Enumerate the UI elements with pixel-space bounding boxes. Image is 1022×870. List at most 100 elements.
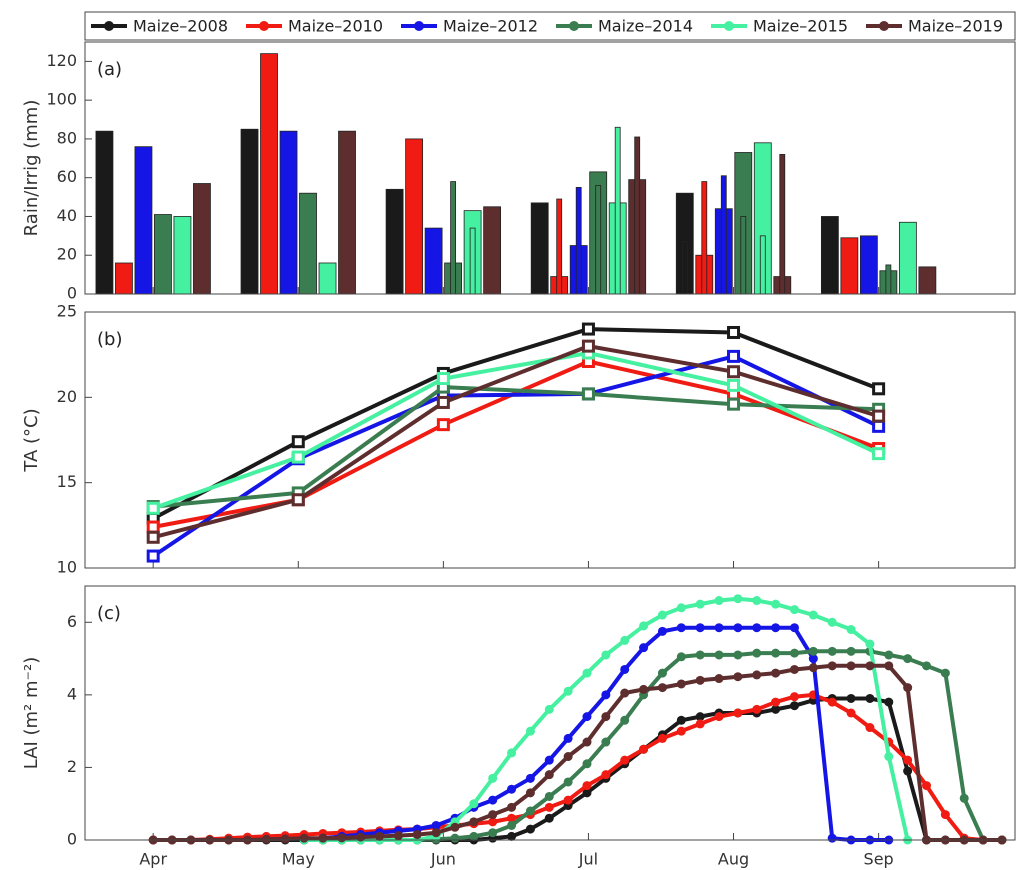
marker — [808, 663, 818, 673]
marker — [865, 723, 875, 733]
marker — [695, 712, 705, 722]
bar — [840, 237, 859, 295]
marker — [563, 795, 573, 805]
panel: 0 2 4 6 Apr May Jun Jul Aug Sep (c) LAI (m² m⁻²) — [21, 585, 1016, 869]
marker — [412, 830, 422, 840]
marker — [488, 773, 498, 783]
legend-marker — [569, 21, 579, 31]
series-line — [153, 696, 1002, 842]
y-tick-label: 80 — [57, 128, 77, 147]
marker — [280, 834, 290, 844]
marker — [771, 648, 781, 658]
marker — [146, 530, 160, 544]
marker — [657, 733, 667, 743]
marker — [827, 661, 837, 671]
series-line — [152, 351, 880, 511]
series-line — [153, 663, 1002, 842]
bar — [260, 53, 278, 295]
marker — [601, 712, 611, 722]
marker — [544, 704, 554, 714]
marker — [261, 834, 271, 844]
marker — [582, 737, 592, 747]
irrigation-bar — [779, 154, 786, 295]
marker — [827, 617, 837, 627]
marker — [921, 781, 931, 791]
legend-marker — [414, 21, 424, 31]
marker — [356, 832, 366, 842]
marker — [752, 648, 762, 658]
marker — [563, 686, 573, 696]
marker — [872, 382, 886, 396]
y-tick-label: 20 — [57, 245, 77, 264]
marker — [146, 520, 160, 534]
marker — [582, 668, 592, 678]
marker — [582, 781, 592, 791]
marker — [582, 788, 592, 798]
marker — [865, 639, 875, 649]
marker — [676, 652, 686, 662]
marker — [676, 679, 686, 689]
marker — [903, 766, 913, 776]
panel-label: (c) — [97, 603, 121, 624]
marker — [450, 833, 460, 843]
legend-marker — [259, 21, 269, 31]
plot-frame — [84, 585, 1016, 841]
marker — [582, 759, 592, 769]
marker — [639, 744, 649, 754]
bar — [115, 262, 133, 295]
marker — [733, 672, 743, 682]
bar — [279, 130, 298, 295]
y-tick-label: 2 — [67, 757, 77, 776]
marker — [657, 626, 667, 636]
marker — [488, 810, 498, 820]
marker — [872, 447, 886, 461]
marker — [488, 828, 498, 838]
marker — [771, 704, 781, 714]
marker — [544, 791, 554, 801]
marker — [676, 726, 686, 736]
marker — [488, 795, 498, 805]
marker — [714, 650, 724, 660]
y-tick-label: 20 — [57, 387, 77, 406]
marker — [846, 708, 856, 718]
marker — [431, 828, 441, 838]
marker — [393, 831, 403, 841]
marker — [733, 708, 743, 718]
y-axis-label: Rain/Irrig (mm) — [21, 100, 42, 237]
bar — [95, 130, 114, 295]
marker — [940, 810, 950, 820]
marker — [959, 793, 969, 803]
plot-frame — [84, 311, 1016, 569]
marker — [620, 755, 630, 765]
marker — [601, 737, 611, 747]
marker — [375, 831, 385, 841]
marker — [808, 610, 818, 620]
marker — [525, 788, 535, 798]
marker — [291, 435, 305, 449]
marker — [771, 599, 781, 609]
y-tick-label: 100 — [46, 90, 77, 109]
marker — [733, 650, 743, 660]
panel: 0 20 40 60 80 100 120 (a) Rain/Irrig (mm) — [21, 41, 1016, 303]
marker — [450, 822, 460, 832]
marker — [544, 813, 554, 823]
marker — [318, 833, 328, 843]
panel-label: (a) — [97, 59, 122, 80]
marker — [752, 704, 762, 714]
marker — [581, 387, 595, 401]
y-axis-label: TA (°C) — [21, 408, 42, 472]
y-tick-label: 120 — [46, 51, 77, 70]
marker — [146, 501, 160, 515]
marker — [872, 409, 886, 423]
marker — [727, 349, 741, 363]
marker — [601, 690, 611, 700]
marker — [469, 831, 479, 841]
marker — [727, 378, 741, 392]
legend-marker — [104, 21, 114, 31]
marker — [657, 610, 667, 620]
marker — [733, 623, 743, 633]
marker — [752, 670, 762, 680]
marker — [563, 733, 573, 743]
marker — [507, 802, 517, 812]
marker — [865, 693, 875, 703]
